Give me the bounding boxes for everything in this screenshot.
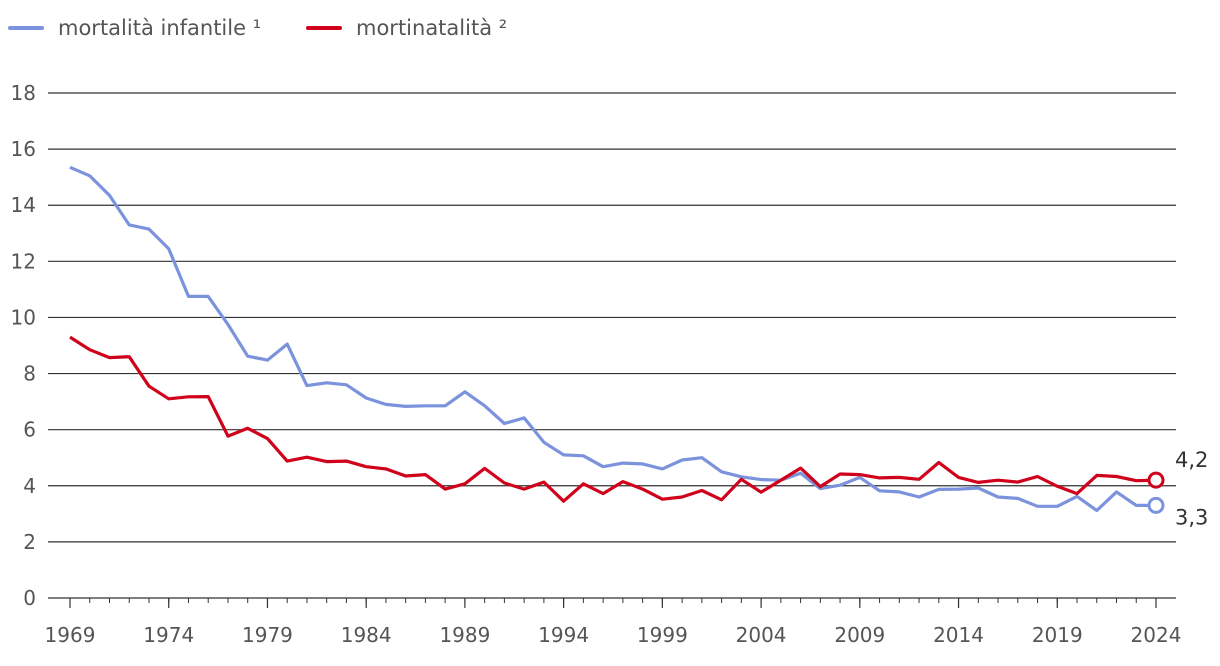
end-value-label-stillbirth: 4,2	[1175, 448, 1208, 472]
y-tick-label: 12	[11, 249, 36, 273]
y-tick-label: 4	[23, 474, 36, 498]
y-tick-label: 16	[11, 137, 36, 161]
legend: mortalità infantile ¹ mortinatalità ²	[8, 16, 507, 40]
x-tick-label: 2014	[933, 623, 984, 647]
x-tick-label: 1979	[242, 623, 293, 647]
y-axis-ticks: 0 2 4 6 8 10 12 14 16 18	[11, 81, 36, 610]
series-lines	[69, 165, 1157, 513]
x-tick-label: 2019	[1032, 623, 1083, 647]
series-line-stillbirth	[69, 335, 1157, 503]
x-tick-label: 2009	[834, 623, 885, 647]
y-tick-label: 14	[11, 193, 36, 217]
y-tick-label: 2	[23, 530, 36, 554]
legend-label-stillbirth: mortinatalità ²	[356, 16, 507, 40]
legend-label-infant-mortality: mortalità infantile ¹	[58, 16, 261, 40]
x-tick-label: 2024	[1131, 623, 1182, 647]
gridlines	[48, 92, 1176, 599]
endpoint-marker-stillbirth	[1147, 471, 1165, 489]
x-tick-label: 1984	[341, 623, 392, 647]
x-tick-label: 1969	[45, 623, 96, 647]
y-tick-label: 10	[11, 305, 36, 329]
y-tick-label: 18	[11, 81, 36, 105]
series-endpoints: 3,3 4,2	[1147, 448, 1208, 529]
y-tick-label: 6	[23, 418, 36, 442]
series-line-infant-mortality	[69, 165, 1156, 513]
x-tick-label: 1994	[538, 623, 589, 647]
y-tick-label: 8	[23, 362, 36, 386]
x-tick-label: 1999	[637, 623, 688, 647]
x-tick-label: 1989	[439, 623, 490, 647]
x-tick-label: 2004	[736, 623, 787, 647]
x-tick-label: 1974	[143, 623, 194, 647]
end-value-label-infant-mortality: 3,3	[1175, 505, 1208, 529]
x-axis-ticks: 1969 1974 1979 1984 1989 1994 1999 2004 2009 2014…	[45, 598, 1182, 647]
endpoint-marker-infant-mortality	[1147, 496, 1165, 514]
y-tick-label: 0	[23, 586, 36, 610]
